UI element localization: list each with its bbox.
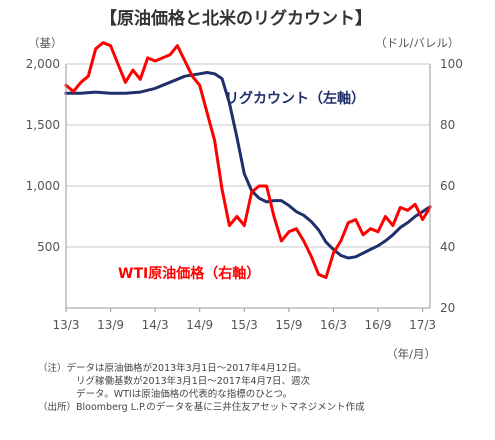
axes: 2,000 1,500 1,000 500 100 80 60 40 20 13/3 13/9 14/… [26,57,463,332]
series-layer [64,41,432,279]
x-tick-label: 16/9 [365,318,392,332]
right-axis-unit: （ドル/バレル） [375,36,459,50]
rig-count-line [64,71,432,260]
note-line: リグ稼働基数が2013年3月1日～2017年4月7日、週次 [76,376,311,387]
right-tick-label: 20 [440,301,455,315]
note-line: データ。WTIは原油価格の代表的な指標のひとつ。 [76,389,293,400]
x-tick-label: 15/3 [231,318,258,332]
wti-series-label: WTI原油価格（右軸） [118,265,260,282]
x-tick-label: 13/3 [53,318,80,332]
left-tick-label: 2,000 [26,57,60,71]
right-tick-label: 100 [440,57,463,71]
right-tick-label: 40 [440,240,455,254]
chart-title: 【原油価格と北米のリグカウント】 [100,8,372,29]
x-tick-label: 17/3 [409,318,436,332]
x-tick-label: 13/9 [97,318,124,332]
x-tick-label: 16/3 [320,318,347,332]
x-axis-unit: （年/月） [386,347,436,360]
x-tick-label: 15/9 [275,318,302,332]
wti-price-line [64,41,432,279]
x-tick-label: 14/9 [186,318,213,332]
note-line: （出所）Bloomberg L.P.のデータを基に三井住友アセットマネジメント作… [38,402,365,413]
left-tick-label: 500 [37,240,60,254]
note-line: （注）データは原油価格が2013年3月1日～2017年4月12日。 [38,363,307,374]
x-tick-label: 14/3 [142,318,169,332]
footnotes: （注）データは原油価格が2013年3月1日～2017年4月12日。 リグ稼働基数… [38,362,478,414]
right-tick-label: 60 [440,179,455,193]
left-axis-unit: （基） [28,36,63,50]
rig-series-label: リグカウント（左軸） [225,90,365,107]
right-tick-label: 80 [440,118,455,132]
left-tick-label: 1,000 [26,179,60,193]
left-tick-label: 1,500 [26,118,60,132]
chart: 【原油価格と北米のリグカウント】 （基） （ドル/バレル） 2,000 1,500… [26,8,463,360]
